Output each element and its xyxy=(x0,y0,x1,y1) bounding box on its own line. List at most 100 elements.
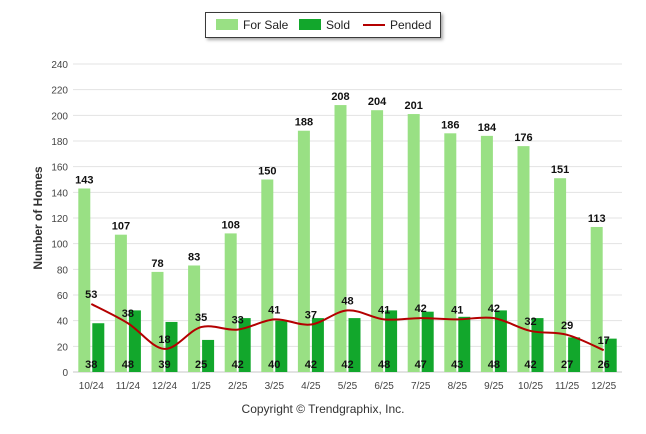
data-label-sold: 40 xyxy=(268,359,280,371)
data-label-sold: 43 xyxy=(451,359,463,371)
data-label-sold: 48 xyxy=(378,359,390,371)
x-tick-label: 11/25 xyxy=(555,381,580,392)
data-label-sold: 48 xyxy=(122,359,134,371)
data-label-pended: 33 xyxy=(232,315,244,327)
bar-for-sale xyxy=(554,178,567,372)
bar-for-sale xyxy=(444,133,457,372)
data-label-for-sale: 204 xyxy=(368,96,387,108)
y-tick-label: 120 xyxy=(51,214,68,225)
legend-item-sold[interactable]: Sold xyxy=(299,18,350,32)
x-tick-label: 4/25 xyxy=(301,381,321,392)
data-label-pended: 42 xyxy=(488,303,500,315)
y-tick-label: 0 xyxy=(62,368,68,379)
x-tick-label: 6/25 xyxy=(374,381,394,392)
x-tick-label: 5/25 xyxy=(338,381,358,392)
bar-for-sale xyxy=(371,110,384,372)
data-label-sold: 42 xyxy=(305,359,317,371)
y-tick-label: 160 xyxy=(51,163,68,174)
bar-sold xyxy=(494,310,507,372)
data-label-sold: 27 xyxy=(561,359,573,371)
bar-for-sale xyxy=(188,265,201,372)
data-label-for-sale: 208 xyxy=(331,91,349,103)
y-tick-label: 240 xyxy=(51,60,68,71)
y-tick-label: 60 xyxy=(57,291,69,302)
data-label-for-sale: 78 xyxy=(151,258,163,270)
data-label-for-sale: 201 xyxy=(405,100,423,112)
data-label-pended: 41 xyxy=(451,304,463,316)
data-label-sold: 48 xyxy=(488,359,500,371)
data-label-pended: 37 xyxy=(305,310,317,322)
data-label-for-sale: 83 xyxy=(188,251,200,263)
legend: For Sale Sold Pended xyxy=(205,12,441,38)
data-label-pended: 53 xyxy=(85,289,97,301)
line-pended xyxy=(90,303,605,352)
bar-for-sale xyxy=(224,233,237,372)
bar-for-sale xyxy=(114,234,127,372)
y-tick-label: 100 xyxy=(51,240,68,251)
bar-sold xyxy=(421,311,434,372)
bar-sold xyxy=(568,337,581,372)
x-tick-label: 2/25 xyxy=(228,381,248,392)
bar-sold xyxy=(202,339,215,372)
x-tick-label: 10/25 xyxy=(518,381,543,392)
bar-for-sale xyxy=(334,105,347,373)
legend-swatch-sold xyxy=(299,19,321,30)
bar-sold xyxy=(458,316,471,372)
x-tick-label: 8/25 xyxy=(448,381,468,392)
bar-sold xyxy=(348,318,361,372)
y-tick-label: 220 xyxy=(51,86,68,97)
bar-sold xyxy=(92,323,105,372)
data-label-pended: 18 xyxy=(158,334,170,346)
copyright-text: Copyright © Trendgraphix, Inc. xyxy=(241,402,405,416)
data-label-for-sale: 107 xyxy=(112,221,130,233)
y-tick-label: 140 xyxy=(51,188,68,199)
x-tick-label: 11/24 xyxy=(116,381,141,392)
data-label-pended: 41 xyxy=(378,304,390,316)
data-label-pended: 35 xyxy=(195,312,207,324)
legend-label-for-sale: For Sale xyxy=(243,18,289,32)
legend-item-for-sale[interactable]: For Sale xyxy=(216,18,288,32)
bar-for-sale xyxy=(407,114,420,373)
x-tick-label: 12/25 xyxy=(591,381,616,392)
bar-for-sale xyxy=(590,226,603,372)
legend-item-pended[interactable]: Pended xyxy=(363,18,431,32)
data-label-sold: 42 xyxy=(524,359,536,371)
x-tick-label: 10/24 xyxy=(79,381,104,392)
data-label-pended: 42 xyxy=(415,303,427,315)
x-tick-label: 12/24 xyxy=(152,381,177,392)
bar-sold xyxy=(604,338,617,372)
bar-for-sale xyxy=(151,271,164,372)
y-axis-title: Number of Homes xyxy=(31,166,45,270)
data-label-pended: 29 xyxy=(561,320,573,332)
data-label-for-sale: 176 xyxy=(514,132,532,144)
bar-for-sale xyxy=(261,179,274,372)
x-tick-label: 9/25 xyxy=(484,381,504,392)
data-label-sold: 25 xyxy=(195,359,207,371)
y-tick-label: 180 xyxy=(51,137,68,148)
data-label-for-sale: 186 xyxy=(441,119,459,131)
data-label-sold: 42 xyxy=(232,359,244,371)
data-label-sold: 39 xyxy=(158,359,170,371)
bar-for-sale xyxy=(480,135,493,372)
x-tick-label: 1/25 xyxy=(191,381,211,392)
legend-label-sold: Sold xyxy=(326,18,351,32)
x-tick-label: 3/25 xyxy=(265,381,285,392)
data-label-pended: 41 xyxy=(268,304,280,316)
bar-for-sale xyxy=(78,188,91,372)
data-label-for-sale: 151 xyxy=(551,164,569,176)
y-tick-label: 200 xyxy=(51,111,68,122)
bar-sold xyxy=(275,320,288,372)
bar-sold xyxy=(311,318,324,372)
y-tick-label: 40 xyxy=(57,317,69,328)
data-label-for-sale: 108 xyxy=(222,219,240,231)
data-label-sold: 47 xyxy=(415,359,427,371)
data-label-for-sale: 113 xyxy=(588,213,606,225)
data-label-sold: 26 xyxy=(598,359,610,371)
data-label-pended: 38 xyxy=(122,308,134,320)
data-label-pended: 32 xyxy=(524,316,536,328)
data-label-pended: 17 xyxy=(598,335,610,347)
legend-label-pended: Pended xyxy=(390,18,432,32)
data-label-for-sale: 188 xyxy=(295,117,313,129)
bar-for-sale xyxy=(517,146,530,372)
